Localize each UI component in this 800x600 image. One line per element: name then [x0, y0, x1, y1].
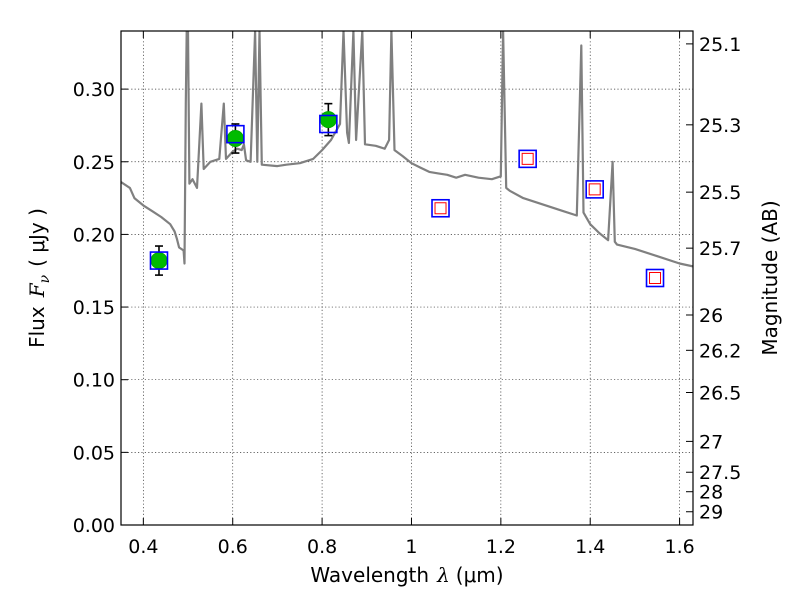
photometry-point: [150, 252, 168, 270]
y2-axis-title: Magnitude (AB): [758, 200, 782, 355]
y2-tick-label: 27.5: [699, 462, 741, 484]
model-square-marker: [431, 198, 450, 218]
y-tick-label: 0.30: [73, 79, 115, 101]
y-tick-label: 0.00: [73, 515, 115, 537]
x-tick-label: 1.2: [486, 536, 516, 558]
model-square-marker: [518, 149, 537, 169]
y-tick-label: 0.20: [73, 224, 115, 246]
y2-tick-label: 27: [699, 431, 723, 453]
x-tick-label: 1.6: [664, 536, 694, 558]
y-axis-title: Flux Fν ( μJy ): [25, 208, 53, 348]
model-square-marker: [149, 251, 169, 270]
photometry-point: [226, 130, 244, 148]
y2-tick-label: 26.2: [699, 340, 741, 362]
model-square-marker: [645, 268, 665, 288]
y2-tick-label: 28: [699, 482, 723, 504]
y-tick-label: 0.15: [73, 297, 115, 319]
axis-ticks: 0.4 0.6 0.8 1 1.2 1.4 1.6 0.00 0.05 0.10 0.15 0.20 0…: [73, 31, 741, 558]
plot-area: [121, 31, 693, 288]
model-inner-square-marker: [588, 183, 601, 196]
x-axis-title: Wavelength λ (μm): [310, 563, 503, 587]
y-axis-symbol: F: [25, 282, 49, 298]
y2-tick-label: 25.3: [699, 115, 741, 137]
model-inner-square-marker: [434, 202, 447, 215]
y2-tick-label: 26.5: [699, 382, 741, 404]
model-square-marker: [585, 180, 604, 199]
y2-tick-label: 26: [699, 305, 723, 327]
y-tick-label: 0.05: [73, 442, 115, 464]
x-axis-unit: (μm): [456, 563, 504, 587]
plot-frame: [120, 30, 694, 526]
y-axis-subscript: ν: [37, 274, 53, 283]
x-axis-symbol: λ: [436, 563, 450, 587]
y-axis-unit: ( μJy ): [25, 208, 49, 267]
x-tick-label: 1.4: [575, 536, 605, 558]
y-tick-label: 0.10: [73, 370, 115, 392]
y2-tick-label: 25.5: [699, 182, 741, 204]
y2-tick-label: 25.7: [699, 238, 741, 260]
y-axis-title-text: Flux: [25, 306, 49, 348]
y-tick-label: 0.25: [73, 152, 115, 174]
x-tick-label: 0.4: [128, 536, 158, 558]
model-inner-square-marker: [521, 152, 534, 165]
y2-tick-label: 29: [699, 502, 723, 524]
x-tick-label: 0.6: [218, 536, 248, 558]
x-tick-label: 1: [405, 536, 417, 558]
photometry-point: [319, 111, 337, 129]
y2-tick-label: 25.1: [699, 34, 741, 56]
model-inner-square-marker: [649, 272, 662, 284]
model-square-marker: [226, 124, 245, 144]
x-axis-title-text: Wavelength: [310, 563, 429, 587]
sed-model-line: [121, 31, 693, 268]
x-tick-label: 0.8: [307, 536, 337, 558]
model-square-marker: [319, 114, 338, 134]
